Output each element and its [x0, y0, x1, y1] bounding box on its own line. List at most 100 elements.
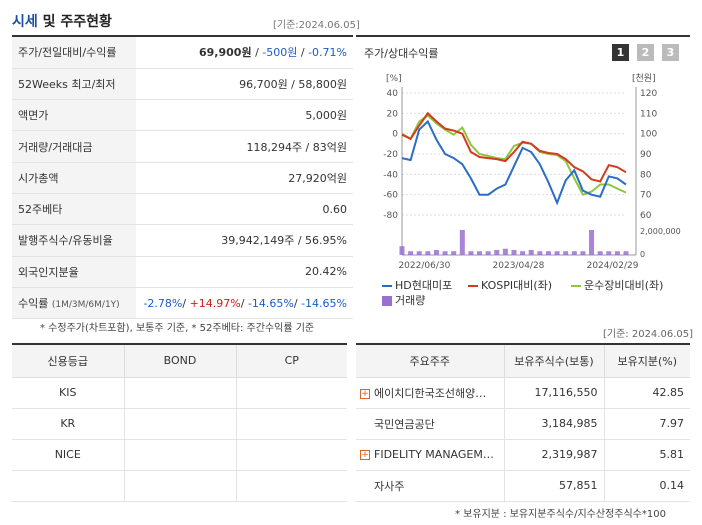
table-row: NICE: [12, 439, 347, 471]
table-row: 52주베타 0.60: [12, 193, 353, 226]
bond-cell: [124, 470, 237, 502]
credit-rating-table: 신용등급 BOND CP KIS KR NICE: [12, 345, 347, 502]
volume-bar: [580, 251, 586, 255]
volume-bar: [563, 251, 569, 255]
chart-tab-1[interactable]: 1: [612, 44, 629, 61]
col-header: BOND: [124, 345, 237, 378]
left-tick-label: 40: [387, 89, 399, 99]
divider: [12, 35, 353, 37]
row-label: 외국인지분율: [12, 256, 136, 288]
bond-cell: [124, 377, 237, 409]
table-row: [12, 470, 347, 502]
left-tick-label: -60: [383, 191, 398, 201]
table-row: 주가/전일대비/수익률 69,900원 / -500원 / -0.71%: [12, 37, 353, 69]
divider: [12, 343, 347, 345]
reference-date-2: [기준: 2024.06.05]: [603, 329, 694, 340]
section-title: 시세 및 주주현황: [12, 11, 112, 31]
cp-cell: [236, 470, 347, 502]
volume-bar: [425, 251, 431, 255]
volume-bar: [545, 251, 551, 255]
return-1y: -14.65%: [301, 296, 347, 310]
return-1m: -2.78%: [143, 296, 183, 310]
return-6m: -14.65%: [247, 296, 294, 310]
legend-label: HD현대미포: [395, 279, 453, 292]
return-label: 수익률: [18, 297, 49, 311]
col-header: 보유지분(%): [604, 345, 690, 378]
row-label: 52주베타: [12, 193, 136, 226]
legend-label: 거래량: [395, 294, 426, 307]
row-value: 96,700원 / 58,800원: [136, 68, 353, 101]
holder-pct: 7.97: [604, 408, 690, 440]
volume-bar: [571, 251, 577, 255]
right-tick-label: 120: [640, 89, 657, 99]
cp-cell: [236, 377, 347, 409]
left-axis-unit: [%]: [386, 74, 402, 84]
left-tick-label: 20: [387, 109, 399, 119]
x-tick-label: 2024/02/29: [587, 261, 639, 271]
table-row: 52Weeks 최고/최저 96,700원 / 58,800원: [12, 68, 353, 101]
return-3m: +14.97%: [189, 296, 241, 310]
left-tick-label: 0: [392, 130, 398, 140]
holder-name-cell[interactable]: + FIDELITY MANAGEM…: [356, 439, 505, 471]
volume-bar: [520, 251, 526, 255]
row-label: 거래량/거래대금: [12, 130, 136, 163]
row-value: 0.60: [136, 193, 353, 226]
volume-bar: [623, 251, 629, 255]
volume-bar: [554, 251, 560, 255]
series-line-kospi: [401, 111, 627, 183]
volume-bar: [459, 230, 465, 255]
separator: /: [251, 46, 263, 60]
volume-bar: [408, 251, 414, 255]
table-row: 수익률 (1M/3M/6M/1Y) -2.78%/ +14.97%/ -14.6…: [12, 287, 353, 320]
row-value: 5,000원: [136, 99, 353, 132]
volume-bar: [537, 251, 543, 255]
title-rest: 및 주주현황: [37, 14, 112, 30]
volume-bar: [399, 246, 405, 255]
table-row: 액면가 5,000원: [12, 99, 353, 132]
legend-swatch: [382, 285, 392, 287]
agency-cell: [12, 470, 125, 502]
legend-swatch: [571, 285, 581, 287]
col-header: 신용등급: [12, 345, 125, 378]
table-row: 자사주 57,851 0.14: [356, 470, 690, 502]
table-row: 거래량/거래대금 118,294주 / 83억원: [12, 130, 353, 163]
table-row: KIS: [12, 377, 347, 409]
legend-item-kospi: KOSPI대비(좌): [468, 277, 552, 293]
expand-icon[interactable]: +: [360, 450, 370, 460]
right-tick-label: 90: [640, 150, 652, 160]
volume-bar: [589, 230, 595, 255]
holder-pct: 0.14: [604, 470, 690, 502]
bond-cell: [124, 408, 237, 440]
separator: /: [182, 296, 190, 310]
table-row: 시가총액 27,920억원: [12, 162, 353, 194]
holder-name: 국민연금공단: [356, 408, 505, 440]
legend-label: KOSPI대비(좌): [481, 279, 553, 292]
col-header: 보유주식수(보통): [504, 345, 605, 378]
holder-name-cell[interactable]: + 에이치디한국조선해양…: [356, 377, 505, 409]
table-row: 발행주식수/유동비율 39,942,149주 / 56.95%: [12, 224, 353, 257]
holder-note: * 보유지분 : 보유지분주식수/지수산정주식수*100: [455, 509, 666, 520]
reference-date: [기준:2024.06.05]: [273, 20, 360, 31]
holder-name: 자사주: [356, 470, 505, 502]
row-label: 주가/전일대비/수익률: [12, 37, 136, 69]
expand-icon[interactable]: +: [360, 388, 370, 399]
price-change-pct: -0.71%: [308, 46, 347, 60]
row-value: 69,900원 / -500원 / -0.71%: [136, 37, 353, 69]
right-tick-label: 60: [640, 211, 652, 221]
volume-bar: [502, 248, 508, 255]
volume-bar: [494, 250, 500, 255]
series-line-stock: [401, 119, 627, 206]
row-value: -2.78%/ +14.97%/ -14.65%/ -14.65%: [136, 287, 353, 320]
chart-tab-3[interactable]: 3: [662, 44, 679, 61]
price-change: -500원: [262, 46, 298, 60]
chart-title: 주가/상대수익률: [364, 47, 439, 60]
holder-name: FIDELITY MANAGEM…: [374, 448, 494, 461]
volume-bar: [433, 250, 439, 255]
chart-tab-2[interactable]: 2: [637, 44, 654, 61]
stock-chart: [%] [천원] 40 20 0 -20 -40 -60 -80 120 110 100 90 80 70 6…: [383, 73, 680, 271]
holder-pct: 42.85: [604, 377, 690, 409]
volume-bar: [416, 251, 422, 255]
volume-zero-label: 0: [640, 250, 645, 259]
row-label: 액면가: [12, 99, 136, 132]
row-value: 118,294주 / 83억원: [136, 130, 353, 163]
